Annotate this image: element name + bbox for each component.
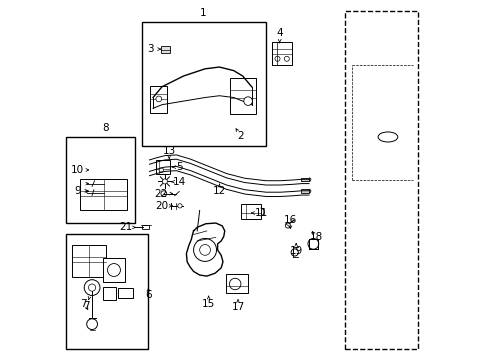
Circle shape [162,179,167,184]
Text: 7: 7 [83,301,90,311]
Text: 12: 12 [212,186,225,197]
Text: 16: 16 [283,215,296,225]
Bar [225,274,247,293]
Text: 10: 10 [71,165,84,175]
Circle shape [199,244,210,255]
Bar [102,287,116,300]
Bar [66,234,147,348]
Text: 21: 21 [119,222,132,232]
Bar [142,225,149,229]
Circle shape [307,238,318,249]
Text: 20: 20 [155,201,168,211]
Circle shape [156,96,162,102]
Bar [80,179,126,211]
Circle shape [229,278,241,290]
Bar [66,137,135,223]
Circle shape [274,56,280,61]
Ellipse shape [377,132,397,142]
Circle shape [290,249,298,256]
Bar [72,245,105,277]
Circle shape [88,284,96,291]
Bar [156,160,170,174]
Bar [272,42,292,65]
Text: 1: 1 [200,8,206,18]
Bar [118,288,132,298]
Bar [344,12,418,348]
Text: 2: 2 [237,131,244,141]
Text: 9: 9 [74,186,81,196]
Text: 22: 22 [154,189,167,199]
Circle shape [84,280,100,296]
Text: 5: 5 [176,162,183,172]
Circle shape [178,204,182,208]
Bar [102,258,125,282]
Text: 17: 17 [231,302,244,312]
Text: 15: 15 [202,299,215,309]
Bar [150,86,167,113]
Text: 3: 3 [147,44,154,54]
Circle shape [161,191,166,197]
Text: 18: 18 [309,232,322,242]
Bar [161,45,169,53]
Bar [230,78,255,114]
Text: 19: 19 [289,246,302,256]
Bar [241,204,260,220]
Bar [301,178,308,181]
Text: 13: 13 [162,145,176,156]
Bar [301,189,308,193]
Text: 14: 14 [172,177,185,187]
Circle shape [86,319,97,329]
Text: 11: 11 [255,208,268,218]
Text: 4: 4 [276,28,283,38]
Bar [142,22,265,146]
Text: 7: 7 [81,299,87,309]
Circle shape [107,264,120,276]
Circle shape [284,56,289,61]
Circle shape [159,168,163,172]
Text: 8: 8 [102,123,108,133]
Circle shape [193,238,216,261]
Circle shape [244,97,252,105]
Circle shape [285,223,290,228]
Text: 6: 6 [145,291,151,301]
